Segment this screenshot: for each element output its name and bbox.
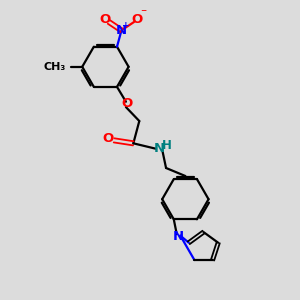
Text: O: O	[103, 132, 114, 146]
Text: ⁻: ⁻	[141, 7, 147, 20]
Text: N: N	[154, 142, 165, 155]
Text: O: O	[122, 97, 133, 110]
Text: O: O	[131, 13, 142, 26]
Text: +: +	[122, 20, 130, 29]
Text: N: N	[173, 230, 184, 243]
Text: O: O	[99, 13, 110, 26]
Text: N: N	[116, 24, 127, 37]
Text: H: H	[162, 139, 172, 152]
Text: CH₃: CH₃	[44, 62, 66, 72]
